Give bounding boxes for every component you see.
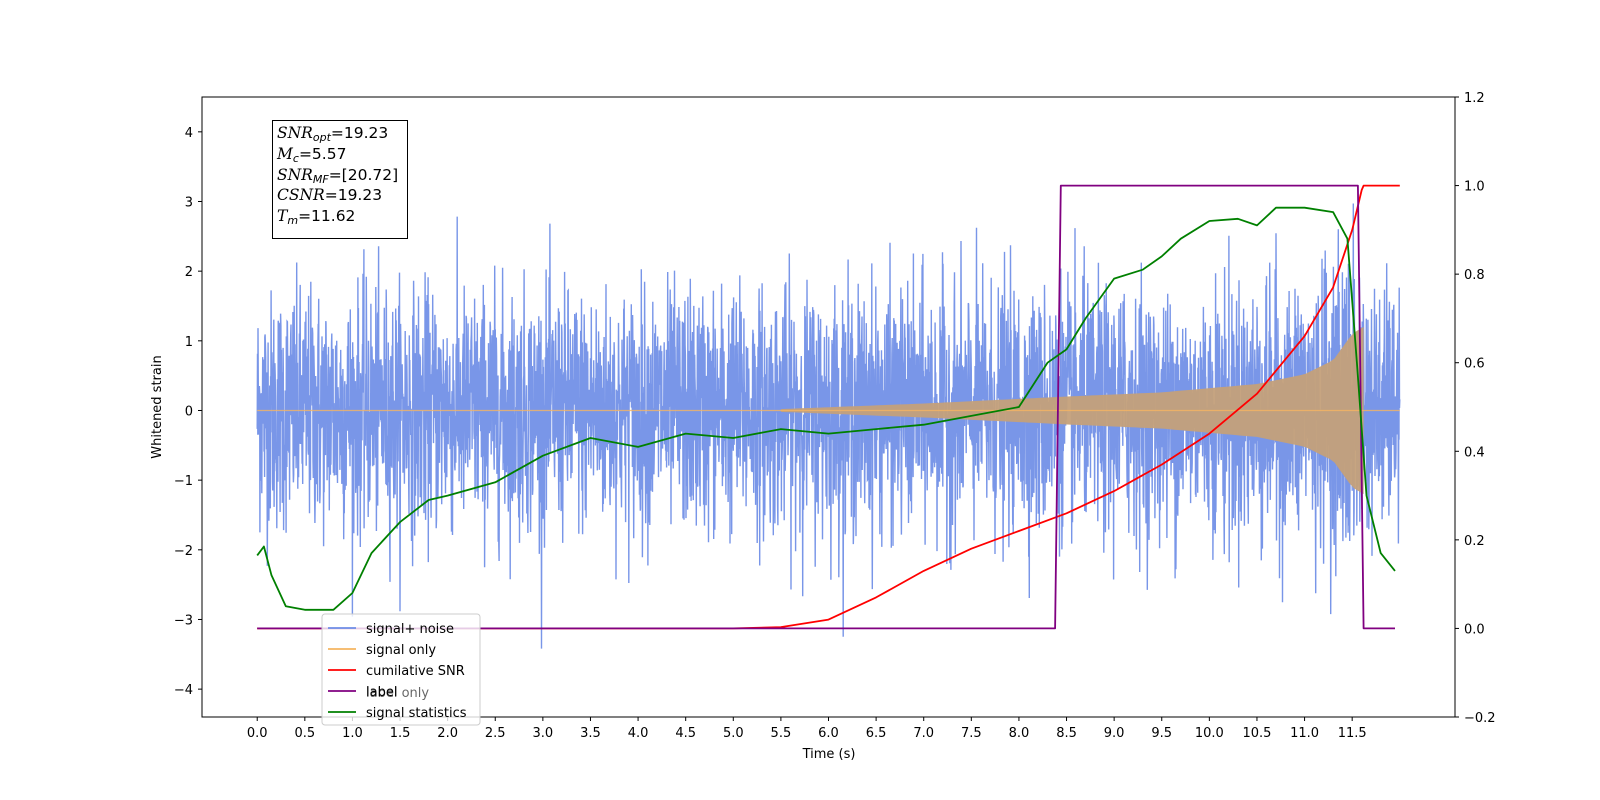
legend-label: signal statistics xyxy=(366,706,467,721)
annotation-box: SNRopt=19.23 Mc=5.57 SNRMF=[20.72] CSNR=19.… xyxy=(272,120,408,239)
left-y-tick-label: −3 xyxy=(174,613,193,628)
left-y-tick-label: −1 xyxy=(174,474,193,489)
x-tick-label: 5.0 xyxy=(723,726,744,741)
right-y-tick-label: 0.2 xyxy=(1464,534,1485,549)
legend: label only signal+ noise signal only cumila… xyxy=(321,613,481,726)
right-axis-series xyxy=(256,184,1400,630)
x-tick-label: 3.0 xyxy=(533,726,554,741)
legend-frame xyxy=(321,613,481,726)
left-y-tick-label: −4 xyxy=(174,683,193,698)
x-tick-label: 10.5 xyxy=(1242,726,1271,741)
x-axis-ticks: 0.0 0.5 1.0 1.5 2.0 2.5 3.0 3.5 4.0 4.5 5.0 5.5 6.0 6… xyxy=(247,717,1367,741)
x-tick-label: 3.5 xyxy=(580,726,601,741)
x-tick-label: 8.5 xyxy=(1056,726,1077,741)
left-y-axis-ticks: −4 −3 −2 −1 0 1 2 3 4 xyxy=(174,126,202,698)
left-y-tick-label: 4 xyxy=(185,126,193,141)
left-y-axis-label: Whitened strain xyxy=(150,355,165,458)
x-tick-label: 9.0 xyxy=(1104,726,1125,741)
x-tick-label: 4.0 xyxy=(628,726,649,741)
left-y-tick-label: 0 xyxy=(185,404,193,419)
x-tick-label: 5.5 xyxy=(771,726,792,741)
legend-label: signal+ noise xyxy=(366,622,454,637)
right-y-tick-label: 0.6 xyxy=(1464,357,1485,372)
x-tick-label: 4.5 xyxy=(675,726,696,741)
x-tick-label: 6.0 xyxy=(818,726,839,741)
right-y-tick-label: 0.8 xyxy=(1464,268,1485,283)
legend-label: cumilative SNR xyxy=(366,664,465,679)
signal-only-series xyxy=(257,326,1400,495)
x-tick-label: 11.0 xyxy=(1290,726,1319,741)
x-tick-label: 10.0 xyxy=(1195,726,1224,741)
annotation-line: Tm=11.62 xyxy=(277,207,356,228)
legend-ghost-label: label only xyxy=(366,686,429,701)
x-tick-label: 7.5 xyxy=(961,726,982,741)
x-tick-label: 2.0 xyxy=(437,726,458,741)
right-y-tick-label: 0.0 xyxy=(1464,622,1485,637)
x-tick-label: 0.0 xyxy=(247,726,268,741)
annotation-line: SNRMF=[20.72] xyxy=(277,165,399,186)
annotation-line: CSNR=19.23 xyxy=(277,186,383,205)
x-tick-label: 9.5 xyxy=(1151,726,1172,741)
right-y-tick-label: −0.2 xyxy=(1464,711,1496,726)
cumulative-snr-line xyxy=(257,184,1400,630)
x-tick-label: 0.5 xyxy=(294,726,315,741)
right-y-tick-label: 0.4 xyxy=(1464,445,1485,460)
x-tick-label: 8.0 xyxy=(1009,726,1030,741)
x-tick-label: 7.0 xyxy=(913,726,934,741)
label-line xyxy=(257,184,1395,630)
x-tick-label: 1.0 xyxy=(342,726,363,741)
signal-statistics-line xyxy=(256,206,1396,611)
left-y-tick-label: 1 xyxy=(185,335,193,350)
right-y-tick-label: 1.0 xyxy=(1464,180,1485,195)
right-y-axis-ticks: −0.2 0.0 0.2 0.4 0.6 0.8 1.0 1.2 xyxy=(1455,91,1496,726)
x-axis-label: Time (s) xyxy=(802,747,856,762)
x-tick-label: 6.5 xyxy=(866,726,887,741)
left-y-tick-label: 2 xyxy=(185,265,193,280)
left-y-tick-label: −2 xyxy=(174,544,193,559)
x-tick-label: 11.5 xyxy=(1338,726,1367,741)
annotation-line: SNRopt=19.23 xyxy=(277,124,389,144)
right-y-tick-label: 1.2 xyxy=(1464,91,1485,106)
x-tick-label: 1.5 xyxy=(390,726,411,741)
legend-label: signal only xyxy=(366,643,436,658)
legend-label: label xyxy=(366,685,397,700)
x-tick-label: 2.5 xyxy=(485,726,506,741)
annotation-line: Mc=5.57 xyxy=(277,144,347,165)
left-y-tick-label: 3 xyxy=(185,195,193,210)
